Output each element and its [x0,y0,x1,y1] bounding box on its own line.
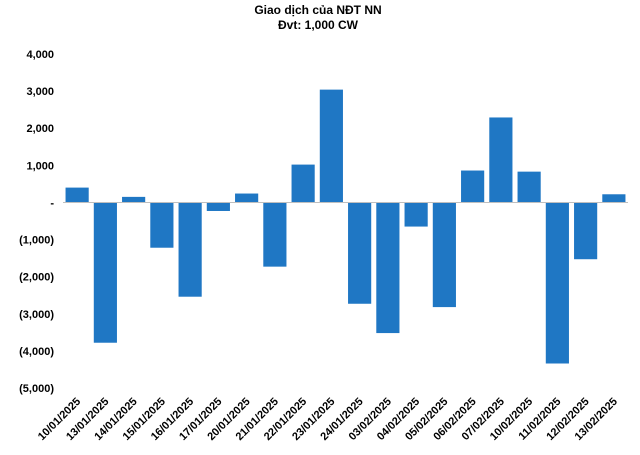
y-tick-label: (3,000) [19,309,54,321]
bar [65,187,89,203]
bar [602,194,626,203]
bar [178,202,202,297]
bar [545,202,569,364]
bar [93,202,117,343]
chart-subtitle: Đvt: 1,000 CW [278,18,359,32]
bar [432,202,456,308]
bar [122,196,146,203]
y-tick-label: (2,000) [19,272,54,284]
y-tick-label: 3,000 [26,86,54,98]
bar [235,193,259,203]
x-axis-labels: 10/01/202513/01/202514/01/202515/01/2025… [36,396,620,443]
bar [574,202,598,260]
bar [291,164,315,203]
bars [65,89,626,364]
chart-title: Giao dịch của NĐT NN [254,3,381,17]
bar [376,202,400,334]
bar [319,89,343,203]
y-tick-label: 2,000 [26,123,54,135]
y-tick-label: (5,000) [19,383,54,395]
bar [517,171,541,203]
y-tick-label: 4,000 [26,49,54,61]
bar [263,202,287,267]
y-axis-labels: 4,000 3,000 2,000 1,000 - (1,000) (2,000) (3,00… [19,49,54,395]
y-tick-label: 1,000 [26,160,54,172]
bar [404,202,428,227]
bar [348,202,372,304]
bar [150,202,174,248]
y-tick-label: - [50,197,54,209]
y-tick-label: (4,000) [19,346,54,358]
bar [461,170,485,203]
bar [206,202,230,211]
y-tick-label: (1,000) [19,235,54,247]
bar [489,117,513,203]
